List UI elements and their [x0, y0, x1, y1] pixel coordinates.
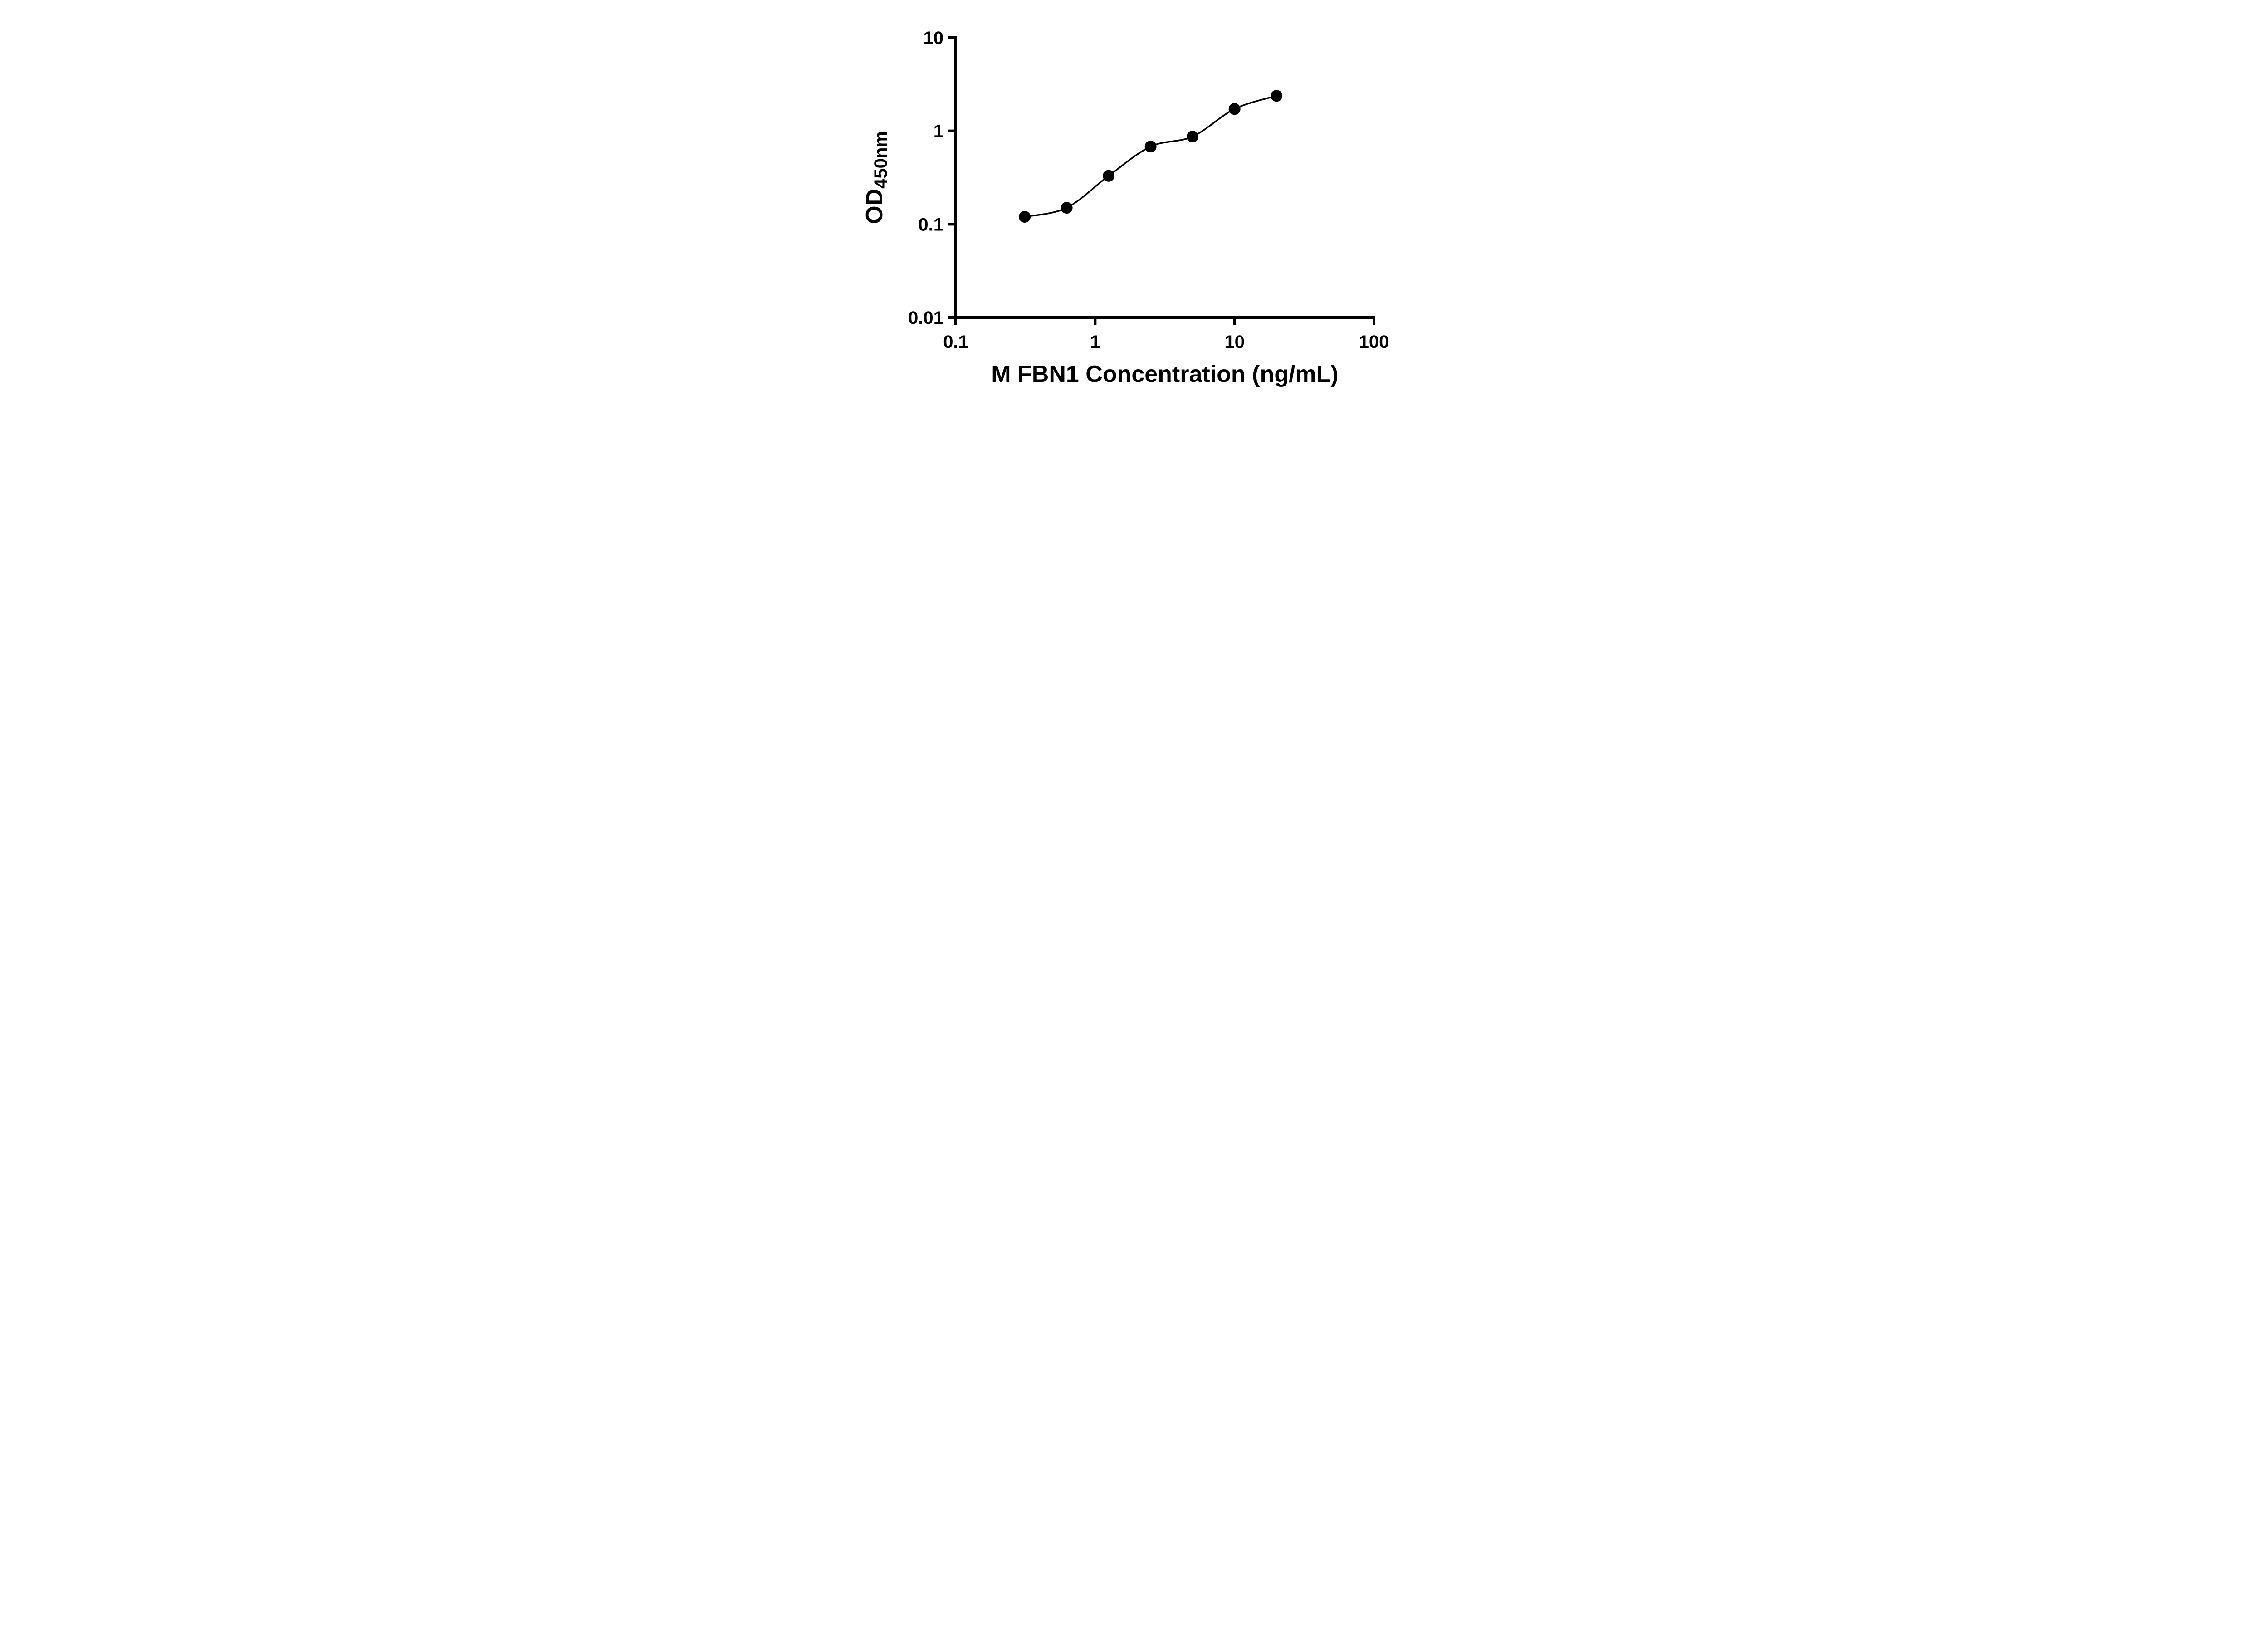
y-tick-label: 10: [924, 28, 944, 48]
y-tick-label: 0.1: [918, 215, 943, 235]
x-tick-label: 0.1: [943, 332, 968, 352]
x-tick-label: 1: [1090, 332, 1100, 352]
data-point-marker: [1019, 211, 1031, 223]
data-point-marker: [1103, 170, 1115, 182]
y-tick-label: 0.01: [908, 308, 943, 328]
data-point-marker: [1187, 131, 1199, 143]
data-point-marker: [1271, 90, 1283, 102]
y-tick-label: 1: [934, 122, 943, 142]
elisa-standard-curve-figure: 0.1 1 10 100 0.01 0.1 1 10 M FBN1 Concentration …: [842, 0, 1426, 408]
data-point-marker: [1061, 202, 1073, 214]
data-point-marker: [1144, 141, 1157, 153]
standard-curve-line: [1024, 95, 1277, 218]
data-point-marker: [1228, 103, 1241, 115]
x-axis-title: M FBN1 Concentration (ng/mL): [991, 361, 1339, 387]
x-tick-label: 10: [1224, 332, 1245, 352]
y-axis-title: OD450nm: [861, 131, 891, 224]
x-tick-label: 100: [1359, 332, 1389, 352]
